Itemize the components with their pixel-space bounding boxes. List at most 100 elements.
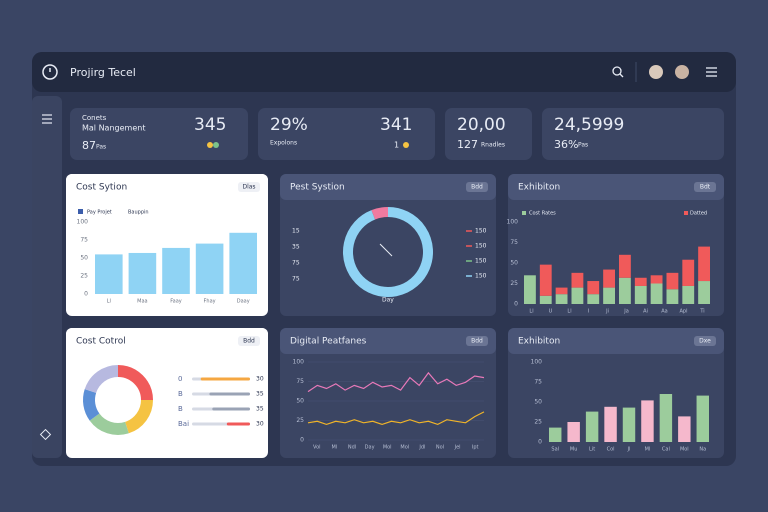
x-tick-label: Ll — [567, 309, 571, 315]
kpi-note2: Pas — [578, 142, 588, 149]
bar — [641, 400, 654, 442]
progress-value: 35 — [256, 391, 264, 398]
y-tick-label: 0 — [84, 291, 88, 298]
panel-title: Cost Sytion — [76, 183, 127, 193]
bar-segment — [698, 246, 710, 282]
legend-label: 150 — [475, 228, 487, 235]
kpi-value: 24,5999 — [554, 115, 624, 135]
search-icon — [619, 73, 624, 78]
kpi-value: 29% — [270, 115, 308, 135]
axis-label: 15 — [292, 228, 300, 235]
bar-segment — [571, 272, 584, 288]
bar — [659, 394, 673, 442]
panel-badge-text: Bdd — [471, 338, 483, 345]
search-icon[interactable] — [612, 66, 622, 76]
x-tick-label: Day — [365, 445, 375, 451]
menu-icon[interactable] — [706, 67, 717, 77]
kpi-card — [258, 108, 435, 160]
status-dot — [207, 142, 213, 148]
avatar[interactable] — [675, 65, 689, 79]
panel-badge-text: Dlas — [242, 184, 255, 191]
x-tick-label: Ml — [645, 447, 651, 453]
panel-header — [66, 328, 268, 354]
panel-badge-text: Dxe — [699, 338, 711, 345]
x-tick-label: Mu — [570, 447, 577, 453]
bar-segment — [539, 295, 552, 304]
y-tick-label: 50 — [80, 255, 88, 262]
x-tick-label: Ti — [699, 309, 704, 315]
kpi-label: Conets — [82, 114, 107, 122]
ring-segment — [89, 413, 129, 435]
y-tick-label: 25 — [534, 419, 542, 426]
bar — [128, 252, 157, 294]
legend-label: 150 — [475, 273, 487, 280]
panel-badge[interactable] — [694, 182, 716, 192]
panel-badge-text: Bdd — [243, 338, 255, 345]
x-tick-label: I — [588, 309, 589, 315]
panel-badge[interactable] — [466, 336, 488, 346]
donut-segment — [371, 207, 389, 220]
x-tick-label: Mol — [400, 445, 409, 451]
bar-segment — [603, 287, 615, 304]
x-tick-label: Jl — [627, 447, 631, 453]
panel-badge[interactable] — [694, 336, 716, 346]
panel-badge[interactable] — [466, 182, 488, 192]
ring-segment — [124, 399, 153, 434]
progress-fill — [209, 392, 250, 396]
kpi-sublabel: Mal Nangement — [82, 124, 145, 133]
sidebar-icon[interactable] — [39, 428, 52, 441]
kpi-card — [445, 108, 532, 160]
line-series — [307, 371, 485, 393]
app-title: Projirg Tecel — [70, 66, 136, 79]
y-tick-label: 50 — [510, 260, 518, 267]
legend-label: Bauppin — [128, 210, 149, 216]
sidebar — [32, 96, 62, 458]
bar — [567, 422, 580, 442]
y-tick-label: 75 — [534, 379, 542, 386]
panel-badge[interactable] — [238, 182, 260, 192]
panel-badge[interactable] — [238, 336, 260, 346]
axis-label: 35 — [292, 244, 300, 251]
bar-segment — [603, 269, 615, 288]
panel-title: Cost Cotrol — [76, 337, 126, 347]
bar-segment — [698, 281, 710, 304]
y-tick-label: 100 — [531, 359, 543, 366]
bar-segment — [666, 289, 679, 304]
legend-label: 150 — [475, 243, 487, 250]
avatar[interactable] — [649, 65, 663, 79]
y-tick-label: 100 — [507, 219, 519, 226]
x-tick-label: Jdl — [418, 445, 425, 451]
header-bar — [32, 52, 736, 92]
x-tick-label: Ja — [623, 309, 629, 315]
bar-segment — [650, 283, 663, 304]
y-tick-label: 25 — [296, 417, 304, 424]
progress-label: 0 — [178, 375, 182, 383]
progress-label: B — [178, 390, 183, 398]
legend-swatch — [78, 209, 83, 214]
needle — [379, 243, 393, 257]
bar — [678, 416, 691, 442]
ring-segment — [117, 365, 153, 401]
legend-label: Pay Projet — [87, 210, 112, 216]
bar — [195, 243, 224, 294]
donut-caption: Day — [382, 297, 394, 304]
panel-badge-text: Bdd — [471, 184, 483, 191]
panel-title: Exhibiton — [518, 337, 560, 347]
axis-label: 75 — [292, 260, 300, 267]
ring-segment — [84, 365, 119, 394]
kpi-value: 341 — [380, 115, 412, 135]
panel-title: Exhibiton — [518, 183, 560, 193]
bar-segment — [555, 294, 568, 304]
kpi-note: Expolons — [270, 140, 297, 147]
sidebar-icon[interactable] — [42, 114, 52, 124]
x-tick-label: Ji — [605, 309, 609, 315]
x-tick-label: Col — [607, 447, 615, 453]
x-tick-label: Mol — [680, 447, 689, 453]
kpi-card — [70, 108, 248, 160]
progress-value: 35 — [256, 406, 264, 413]
bar — [696, 395, 709, 442]
x-tick-label: Jel — [454, 445, 461, 451]
x-tick-label: Ml — [332, 445, 338, 451]
bar-segment — [666, 272, 679, 290]
x-tick-label: Daay — [237, 299, 250, 305]
